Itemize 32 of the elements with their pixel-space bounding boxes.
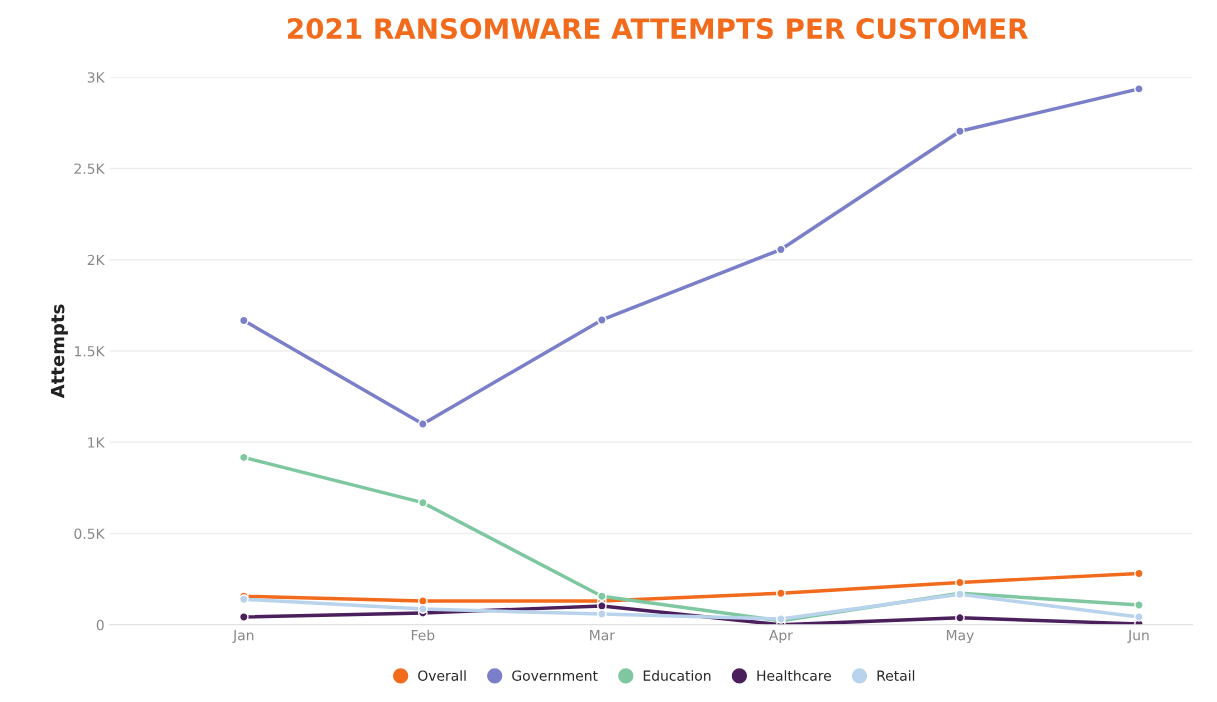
y-tick-label: 1.5K bbox=[75, 346, 105, 357]
point bbox=[417, 596, 428, 606]
y-tick-label: 0 bbox=[96, 619, 104, 631]
chart-title: 2021 RANSOMWARE ATTEMPTS PER CUSTOMER bbox=[288, 18, 1028, 40]
y-tick-label: 3K bbox=[87, 72, 105, 83]
x-tick-label: Jan bbox=[232, 630, 254, 643]
point bbox=[597, 315, 607, 325]
x-tick-label: May bbox=[946, 630, 974, 644]
legend-label: Government bbox=[512, 670, 598, 681]
x-tick-label: Mar bbox=[590, 630, 615, 641]
point bbox=[597, 609, 607, 619]
legend-label: Healthcare bbox=[757, 670, 831, 681]
legend-label: Education bbox=[643, 670, 711, 681]
point bbox=[776, 588, 786, 599]
legend-label: Retail bbox=[877, 670, 915, 681]
y-tick-label: 1K bbox=[88, 437, 105, 448]
point bbox=[955, 126, 965, 137]
point bbox=[597, 601, 607, 611]
point bbox=[1134, 84, 1144, 94]
y-tick-label: 2K bbox=[87, 254, 105, 266]
point bbox=[1134, 600, 1144, 610]
y-tick-label: 2.5K bbox=[74, 163, 105, 174]
point bbox=[1134, 612, 1144, 622]
x-tick-label: Apr bbox=[768, 630, 793, 644]
x-tick-label: Feb bbox=[411, 629, 435, 641]
y-axis-title: Attempts bbox=[51, 304, 68, 399]
y-tick-label: 0.5K bbox=[74, 528, 105, 539]
x-tick-label: Jun bbox=[1127, 630, 1149, 643]
point bbox=[417, 604, 428, 614]
point bbox=[417, 419, 428, 429]
point bbox=[597, 591, 607, 602]
legend-label: Overall bbox=[418, 670, 466, 681]
